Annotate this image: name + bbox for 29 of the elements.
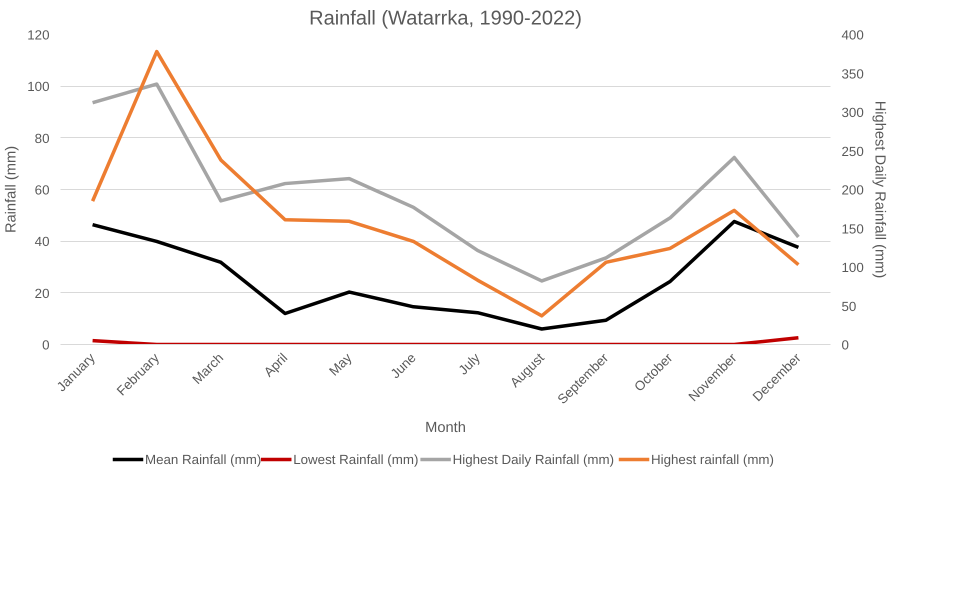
y2-tick-label: 0 [842, 338, 849, 352]
y2-tick-label: 200 [842, 182, 864, 198]
y2-tick-label: 300 [842, 105, 864, 120]
line-series [90, 50, 800, 318]
y-tick-label: 20 [34, 286, 50, 301]
y2-axis-title: Highest Daily Rainfall (mm) [872, 100, 888, 278]
y2-tick-label: 50 [842, 298, 856, 314]
x-tick-label: July [456, 350, 484, 378]
chart-title: Rainfall (Watarrka, 1990-2022) [309, 8, 582, 30]
y-tick-label: 80 [34, 130, 50, 146]
x-axis-title: Month [425, 420, 466, 436]
legend-label: Highest rainfall (mm) [651, 452, 774, 467]
legend-label: Lowest Rainfall (mm) [293, 452, 418, 467]
y-axis-title: Rainfall (mm) [3, 146, 20, 234]
y2-tick-label: 350 [842, 66, 864, 82]
y2-tick-label: 150 [842, 221, 864, 236]
y-tick-label: 100 [27, 79, 50, 94]
line-series [90, 220, 800, 331]
x-tick-label: May [326, 350, 355, 379]
line-series [90, 82, 800, 283]
y2-tick-label: 250 [842, 144, 864, 159]
y2-tick-label: 400 [842, 28, 864, 42]
y-tick-label: 60 [34, 182, 50, 198]
legend-label: Highest Daily Rainfall (mm) [452, 452, 614, 467]
y-tick-label: 40 [34, 234, 50, 250]
y-tick-label: 0 [42, 338, 50, 352]
y2-tick-label: 100 [842, 260, 864, 275]
y-tick-label: 120 [27, 28, 50, 42]
legend-label: Mean Rainfall (mm) [144, 452, 262, 467]
